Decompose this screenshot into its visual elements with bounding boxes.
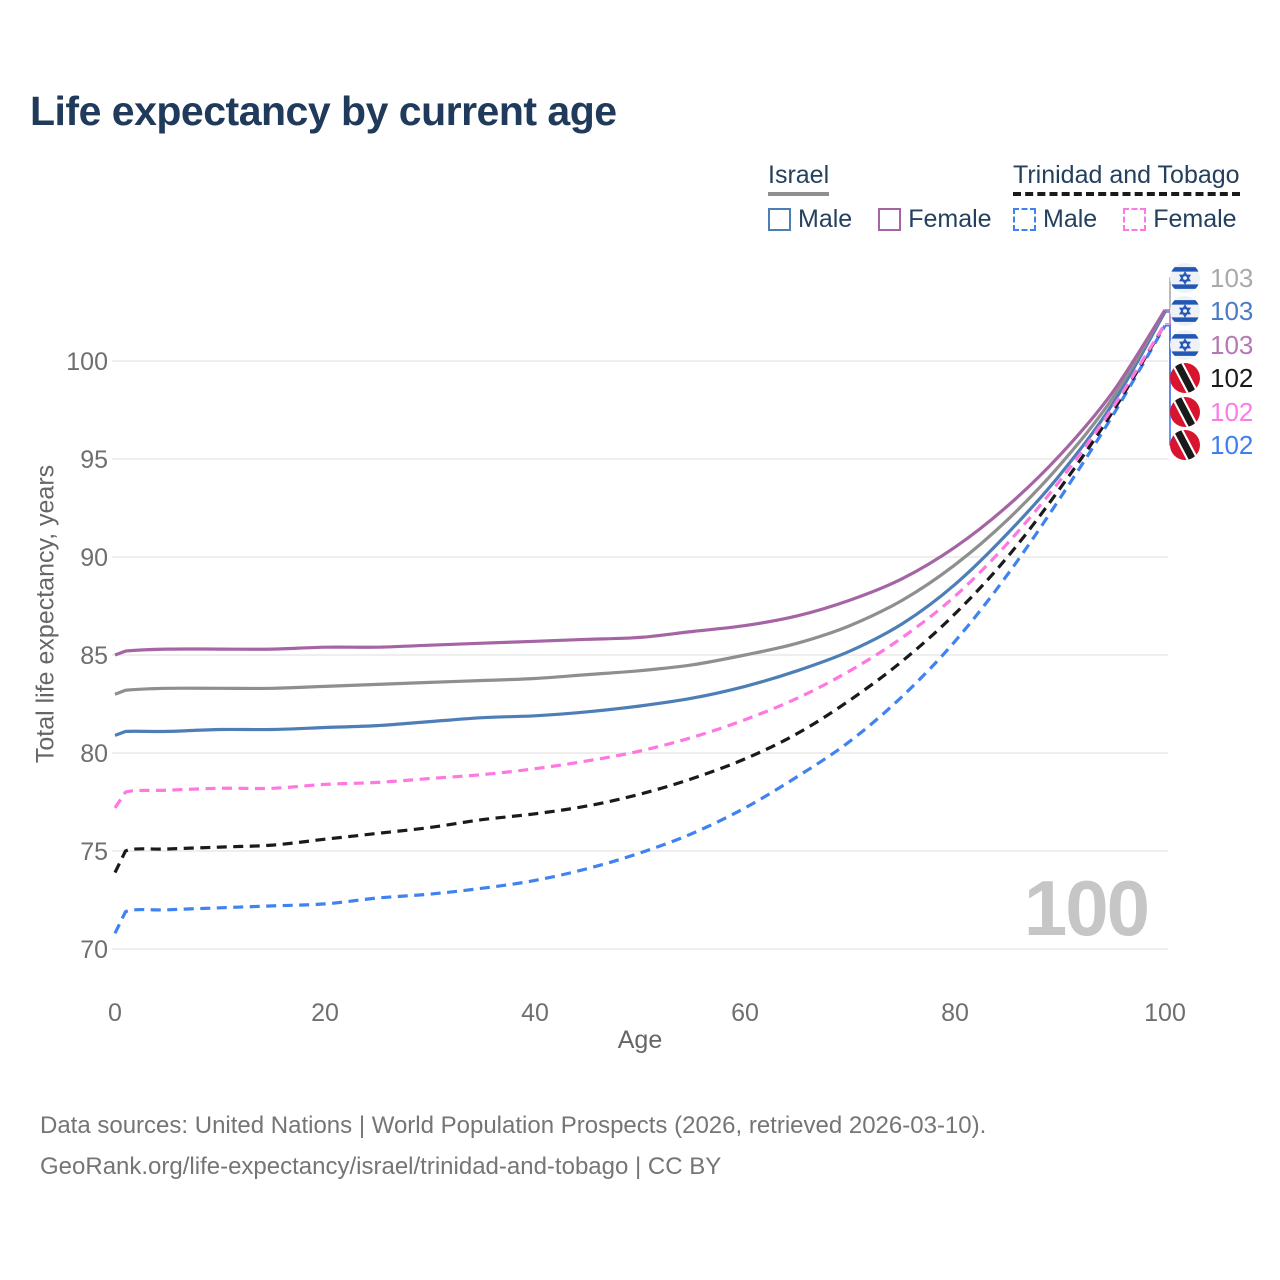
trinidad-and-tobago-flag-icon xyxy=(1170,430,1200,460)
y-tick-85: 85 xyxy=(80,642,108,670)
series-line-tt_female xyxy=(113,322,1167,809)
footer-data-sources: Data sources: United Nations | World Pop… xyxy=(40,1112,987,1139)
x-tick-100: 100 xyxy=(1144,999,1186,1027)
trinidad-and-tobago-flag-icon xyxy=(1170,363,1200,394)
footer-attribution: GeoRank.org/life-expectancy/israel/trini… xyxy=(40,1153,722,1180)
end-label-israel_both: 103 xyxy=(1170,263,1253,293)
legend-items-tt: Male Female xyxy=(1013,205,1240,234)
legend-country-tt-wrap: Trinidad and Tobago xyxy=(1013,162,1240,196)
series-line-israel_female xyxy=(114,309,1167,657)
y-axis-title: Total life expectancy, years xyxy=(31,464,60,764)
legend-item-israel-male[interactable]: Male xyxy=(768,205,852,234)
x-tick-20: 20 xyxy=(311,999,339,1027)
israel-series-underline xyxy=(768,192,830,196)
x-tick-60: 60 xyxy=(731,999,759,1027)
legend-label-israel-female: Female xyxy=(908,205,992,233)
legend-group-trinidad-and-tobago: Trinidad and Tobago Male Female xyxy=(1013,162,1240,234)
x-tick-0: 0 xyxy=(108,999,122,1027)
end-label-tt_male: 102 xyxy=(1170,430,1253,460)
end-label-value: 103 xyxy=(1210,296,1254,327)
legend-item-tt-male[interactable]: Male xyxy=(1013,205,1097,234)
israel-flag-icon xyxy=(1170,263,1200,293)
end-label-israel_male: 103 xyxy=(1170,296,1254,327)
end-label-value: 102 xyxy=(1210,430,1254,460)
y-tick-95: 95 xyxy=(80,446,108,474)
israel-female-swatch-icon xyxy=(878,208,902,231)
x-tick-80: 80 xyxy=(941,999,969,1027)
y-tick-90: 90 xyxy=(80,544,108,572)
trinidad-and-tobago-flag-icon xyxy=(1170,396,1200,427)
end-label-value: 102 xyxy=(1210,363,1254,394)
footer: Data sources: United Nations | World Pop… xyxy=(40,1105,986,1187)
legend-country-israel-title: Israel xyxy=(768,161,830,189)
y-tick-70: 70 xyxy=(80,936,108,964)
israel-flag-icon xyxy=(1170,296,1200,327)
series-line-tt_both xyxy=(113,322,1167,874)
tt-series-underline xyxy=(1013,192,1240,196)
page-title: Life expectancy by current age xyxy=(30,88,617,134)
end-label-value: 102 xyxy=(1210,396,1254,427)
legend-country-tt-title: Trinidad and Tobago xyxy=(1013,161,1240,189)
legend-items-israel: Male Female xyxy=(768,205,992,234)
end-label-tt_both: 102 xyxy=(1170,363,1254,394)
legend-item-israel-female[interactable]: Female xyxy=(878,205,992,234)
series-line-israel_male xyxy=(114,311,1167,737)
series-line-tt_male xyxy=(113,324,1167,935)
legend-label-tt-female: Female xyxy=(1153,205,1237,233)
current-age-watermark: 100 xyxy=(1023,864,1150,952)
legend-label-tt-male: Male xyxy=(1043,205,1098,233)
x-axis-title: Age xyxy=(617,1026,663,1054)
israel-male-swatch-icon xyxy=(768,208,791,231)
end-label-value: 103 xyxy=(1210,329,1254,360)
legend-country-israel-wrap: Israel xyxy=(768,161,830,196)
x-tick-40: 40 xyxy=(521,999,549,1027)
end-label-israel_female: 103 xyxy=(1170,329,1254,360)
y-tick-100: 100 xyxy=(66,348,108,376)
legend-item-tt-female[interactable]: Female xyxy=(1123,205,1237,234)
y-tick-75: 75 xyxy=(80,838,108,866)
end-label-value: 103 xyxy=(1210,263,1254,293)
tt-male-swatch-icon xyxy=(1013,208,1036,231)
end-label-tt_female: 102 xyxy=(1170,396,1254,427)
tt-female-swatch-icon xyxy=(1123,208,1147,231)
legend-group-israel: Israel Male Female xyxy=(768,162,992,234)
israel-flag-icon xyxy=(1170,329,1200,360)
legend-label-israel-male: Male xyxy=(798,205,853,233)
y-tick-80: 80 xyxy=(80,740,108,768)
series-line-israel_both xyxy=(114,309,1167,696)
